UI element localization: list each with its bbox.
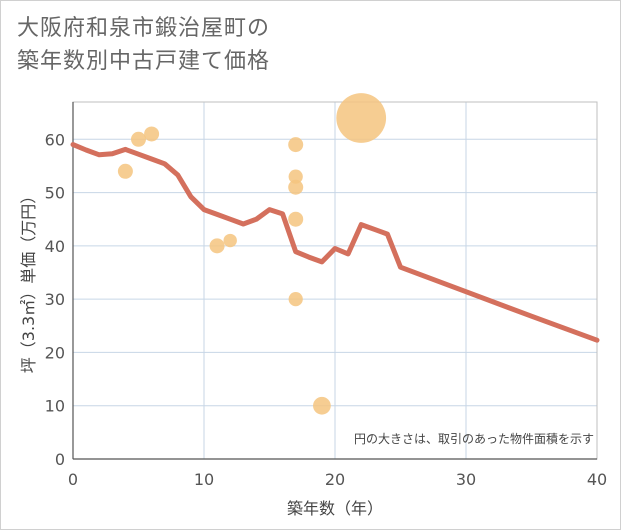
bubble-point xyxy=(144,126,160,142)
y-tick-label: 0 xyxy=(55,450,65,469)
bubble-point xyxy=(288,169,303,184)
size-note: 円の大きさは、取引のあった物件面積を示す xyxy=(354,431,594,446)
x-axis-ticks: 0 10 20 30 40 xyxy=(68,470,607,489)
y-axis-label: 坪（3.3㎡）単価（万円） xyxy=(19,188,38,373)
bubble-point xyxy=(117,163,133,179)
x-tick-label: 40 xyxy=(587,470,607,489)
x-tick-label: 20 xyxy=(325,470,345,489)
y-tick-label: 20 xyxy=(45,343,65,362)
bubble-layer xyxy=(117,93,387,415)
plot-border xyxy=(72,101,598,460)
bubble-point xyxy=(313,396,331,415)
y-tick-label: 10 xyxy=(45,397,65,416)
bubble-point xyxy=(288,137,304,153)
trend-layer xyxy=(70,142,600,343)
chart-title: 大阪府和泉市鍛治屋町の 築年数別中古戸建て価格 xyxy=(17,16,271,74)
y-tick-label: 30 xyxy=(45,290,65,309)
x-tick-label: 0 xyxy=(68,470,78,489)
bubble-point xyxy=(336,93,387,143)
bubble-point xyxy=(223,233,237,248)
bubble-point xyxy=(288,211,304,227)
bubble-point xyxy=(288,292,303,307)
bubble-point xyxy=(131,131,146,147)
y-axis-ticks: 0 10 20 30 40 50 60 xyxy=(45,130,65,469)
y-tick-label: 60 xyxy=(45,130,65,149)
y-tick-label: 40 xyxy=(45,237,65,256)
bubble-point xyxy=(209,238,225,254)
x-axis-label: 築年数（年） xyxy=(287,499,383,518)
x-tick-label: 30 xyxy=(456,470,476,489)
y-tick-label: 50 xyxy=(45,184,65,203)
x-tick-label: 10 xyxy=(194,470,214,489)
trend-line xyxy=(70,142,600,343)
grid xyxy=(73,102,597,459)
bubble-point xyxy=(288,179,304,195)
